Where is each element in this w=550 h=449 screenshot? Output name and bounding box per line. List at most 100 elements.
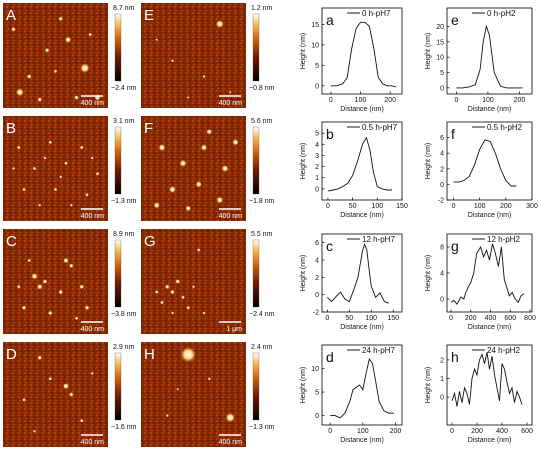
plot-frame <box>321 344 403 426</box>
y-tick-label: 0 <box>315 413 319 420</box>
y-axis-title: Height (nm) <box>425 143 432 180</box>
y-tick-label: 0 <box>315 292 319 299</box>
panel-letter: h <box>451 349 459 365</box>
y-tick-label: 0 <box>315 83 319 90</box>
plot-frame <box>321 7 403 95</box>
particle <box>170 311 175 315</box>
x-tick-label: 800 <box>524 315 536 322</box>
color-bar-max: 8.7 nm <box>113 5 135 12</box>
particle <box>53 187 58 192</box>
particle <box>175 279 181 284</box>
color-bar <box>252 352 260 421</box>
particle <box>62 382 70 390</box>
particle <box>58 16 64 22</box>
color-bar-min: −1.3 nm <box>249 424 275 431</box>
x-tick-label: 100 <box>365 315 377 322</box>
particle <box>164 284 170 290</box>
y-axis-title: Height (nm) <box>300 255 307 292</box>
legend-label: 24 h-pH7 <box>362 346 395 355</box>
particle <box>32 429 37 433</box>
color-bar-min: −1.6 nm <box>111 424 137 431</box>
color-bar-min: −3.8 nm <box>111 311 137 318</box>
particle <box>206 128 213 135</box>
y-tick-label: 0 <box>440 85 444 92</box>
panel-letter: H <box>144 346 155 363</box>
profile-line <box>327 136 393 192</box>
y-tick-label: -2 <box>438 198 444 205</box>
x-axis-title: Distance (nm) <box>340 106 384 113</box>
particle <box>88 32 93 37</box>
color-bar <box>114 13 122 82</box>
particle <box>155 38 159 42</box>
x-tick-label: 200 <box>514 97 526 104</box>
particle <box>37 97 43 102</box>
afm-panel-e: E 400 nm 1.2 nm −0.8 nm <box>141 3 275 108</box>
x-tick-label: 0 <box>452 203 456 210</box>
particle <box>185 205 192 212</box>
scale-label: 1 μm <box>226 326 242 333</box>
y-tick-label: 15 <box>311 22 319 29</box>
panel-letter: G <box>144 233 156 250</box>
panel-letter: e <box>451 12 459 28</box>
x-tick-label: 0 <box>325 315 329 322</box>
color-bar <box>252 126 260 195</box>
particle <box>160 300 164 305</box>
y-tick-label: 5 <box>315 131 319 138</box>
afm-panel-a: A 400 nm 8.7 nm −2.4 nm <box>3 3 137 108</box>
particle <box>221 164 229 173</box>
particle <box>79 145 84 150</box>
y-axis-title: Height (nm) <box>425 255 432 292</box>
particle <box>195 181 202 188</box>
particle <box>200 144 208 151</box>
plot-frame <box>321 233 403 313</box>
profile-line <box>456 24 523 89</box>
scale-label: 400 nm <box>219 439 243 446</box>
particle <box>22 397 26 402</box>
y-tick-label: 6 <box>440 135 444 142</box>
particle <box>74 95 79 100</box>
scale-label: 400 nm <box>81 326 105 333</box>
afm-image <box>3 229 108 334</box>
y-axis-title: Height (nm) <box>300 367 307 404</box>
plot-frame <box>446 7 533 95</box>
panel-letter: a <box>326 12 334 28</box>
x-tick-label: 400 <box>485 315 497 322</box>
color-bar-min: −1.3 nm <box>111 198 137 205</box>
particle <box>63 257 69 264</box>
particle <box>165 413 169 418</box>
color-bar-min: −2.4 nm <box>111 85 137 92</box>
particle <box>153 202 160 209</box>
x-tick-label: 0 <box>326 203 330 210</box>
plot-frame <box>446 344 533 426</box>
height-profile-charts: 0 100 200 0 5 10 15 Distance (nm) Height (nm) a 0 … <box>300 7 538 444</box>
particle <box>207 377 211 381</box>
particle <box>80 63 90 73</box>
particle <box>48 376 53 381</box>
scale-label: 400 nm <box>81 100 105 107</box>
chart-g: 0 200 400 600 800 0 4 8 Distance (nm) Height (nm)… <box>425 233 536 331</box>
color-bar-min: −0.8 nm <box>249 85 275 92</box>
particle <box>42 279 48 284</box>
y-tick-label: 4 <box>315 258 319 265</box>
y-tick-label: 5 <box>440 70 444 77</box>
afm-panel-b: B 400 nm 3.1 nm −1.3 nm <box>3 116 137 221</box>
profile-line <box>330 21 397 88</box>
chart-b: 0 50 100 150 0 1 2 3 4 5 Distance (nm) Height (nm) b… <box>300 121 408 219</box>
x-tick-label: 150 <box>387 315 399 322</box>
particle <box>11 166 16 171</box>
particle <box>26 74 32 79</box>
chart-h: 0 200 400 600 0 1 2 Distance (nm) Height (nm) h 24… <box>425 344 533 444</box>
color-bar-max: 5.6 nm <box>251 118 273 125</box>
afm-image <box>3 342 108 447</box>
legend-label: 24 h-pH2 <box>487 346 520 355</box>
particle <box>186 305 191 310</box>
legend-label: 0 h-pH2 <box>487 9 516 18</box>
particle <box>85 192 89 197</box>
y-tick-label: 10 <box>311 366 319 373</box>
panel-letter: g <box>451 238 459 254</box>
particle <box>154 290 159 294</box>
color-bar-max: 5.5 nm <box>251 231 273 238</box>
profile-line <box>450 243 525 306</box>
x-tick-label: 0 <box>328 428 332 435</box>
